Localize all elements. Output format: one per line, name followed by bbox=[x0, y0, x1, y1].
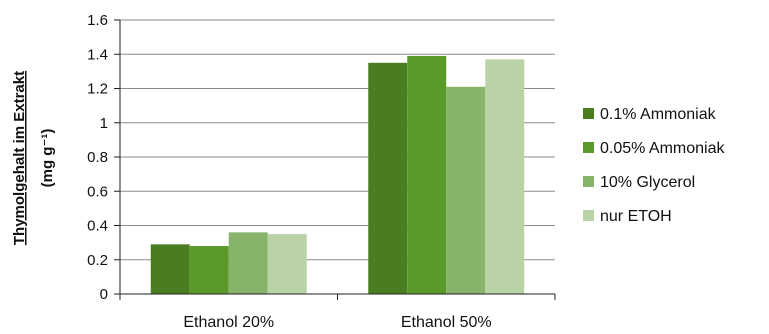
y-tick-labels: 0 0.2 0.4 0.6 0.8 1 1.2 1.4 1.6 bbox=[87, 12, 108, 303]
y-tick-label: 1 bbox=[100, 115, 108, 132]
y-tick-label: 0.8 bbox=[87, 149, 108, 166]
y-axis-title: Thymolgehalt im Extrakt (mg g⁻¹) bbox=[11, 71, 56, 245]
legend-label: nur ETOH bbox=[600, 208, 672, 225]
legend-swatch bbox=[583, 210, 594, 221]
y-tick-label: 0 bbox=[100, 286, 108, 303]
x-category-label: Ethanol 50% bbox=[401, 314, 492, 331]
y-tick-label: 1.2 bbox=[87, 81, 108, 98]
bars bbox=[150, 55, 525, 295]
legend-swatch bbox=[583, 142, 594, 153]
bar bbox=[228, 232, 268, 294]
bar bbox=[189, 246, 229, 294]
bar bbox=[368, 62, 408, 294]
y-tick-label: 0.4 bbox=[87, 218, 108, 235]
axes bbox=[114, 19, 556, 300]
bar bbox=[407, 55, 447, 295]
y-tick-label: 1.4 bbox=[87, 46, 108, 63]
legend-swatch bbox=[583, 108, 594, 119]
legend-label: 0.05% Ammoniak bbox=[600, 140, 726, 157]
y-axis-title-line1: Thymolgehalt im Extrakt bbox=[11, 71, 28, 245]
bar bbox=[267, 234, 307, 294]
y-axis-title-line2: (mg g⁻¹) bbox=[39, 129, 56, 188]
bar bbox=[150, 244, 190, 294]
gridlines bbox=[120, 19, 555, 261]
legend: 0.1% Ammoniak 0.05% Ammoniak 10% Glycerol n… bbox=[583, 106, 726, 225]
x-category-label: Ethanol 20% bbox=[183, 314, 274, 331]
y-tick-label: 0.6 bbox=[87, 183, 108, 200]
y-tick-label: 0.2 bbox=[87, 252, 108, 269]
bar bbox=[485, 59, 525, 295]
legend-label: 10% Glycerol bbox=[600, 174, 695, 191]
bar bbox=[446, 86, 486, 294]
legend-swatch bbox=[583, 176, 594, 187]
y-tick-label: 1.6 bbox=[87, 12, 108, 29]
legend-label: 0.1% Ammoniak bbox=[600, 106, 717, 123]
x-category-labels: Ethanol 20% Ethanol 50% bbox=[183, 314, 491, 331]
